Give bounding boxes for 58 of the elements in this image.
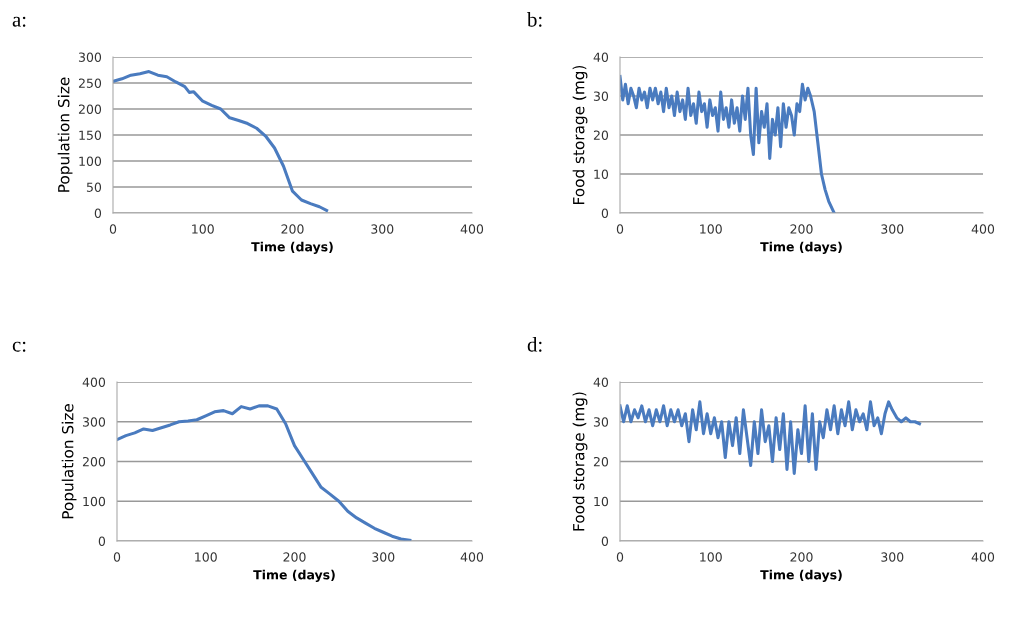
x-tick-label: 100 (700, 224, 722, 234)
y-tick-label: 400 (82, 377, 106, 387)
y-axis-title: Population Size (61, 404, 77, 519)
y-tick-label: 20 (593, 456, 609, 467)
x-tick-label: 200 (283, 552, 306, 562)
y-tick-label: 100 (79, 156, 102, 166)
chart-title: a: (12, 16, 26, 27)
x-tick-label: 400 (460, 552, 484, 562)
y-tick-label: 0 (98, 536, 106, 546)
y-tick-label: 30 (593, 91, 609, 101)
y-tick-label: 0 (601, 536, 609, 546)
x-tick-label: 200 (281, 224, 304, 234)
x-tick-label: 100 (192, 224, 214, 234)
y-tick-label: 200 (82, 456, 106, 467)
y-tick-label: 10 (594, 496, 609, 507)
line-series (620, 400, 922, 475)
y-tick-label: 250 (78, 78, 102, 88)
line-series (620, 74, 836, 213)
y-tick-label: 0 (94, 208, 102, 218)
x-tick-label: 200 (790, 552, 813, 562)
x-axis-title: Time (days) (760, 569, 842, 582)
y-axis-title: Food storage (mg) (572, 392, 588, 531)
y-axis-title: Population Size (57, 77, 73, 192)
x-tick-label: 400 (460, 224, 484, 234)
y-tick-label: 40 (593, 377, 609, 387)
y-tick-label: 40 (593, 52, 609, 62)
chart-title: d: (527, 336, 542, 352)
x-tick-label: 200 (790, 224, 813, 234)
x-axis-title: Time (days) (253, 569, 335, 582)
y-tick-label: 300 (78, 52, 102, 62)
line-series (113, 70, 329, 212)
y-tick-label: 0 (601, 208, 609, 218)
x-axis-title: Time (days) (251, 241, 333, 254)
x-tick-label: 0 (616, 552, 624, 562)
x-tick-label: 300 (881, 224, 904, 234)
x-tick-label: 100 (195, 552, 217, 562)
y-axis-title: Food storage (mg) (572, 65, 588, 204)
y-tick-label: 300 (82, 417, 106, 427)
y-tick-label: 30 (593, 417, 609, 427)
y-tick-label: 50 (86, 182, 102, 192)
x-axis-title: Time (days) (760, 241, 842, 254)
x-tick-label: 0 (113, 552, 121, 562)
x-tick-label: 300 (371, 224, 394, 234)
x-tick-label: 300 (372, 552, 395, 562)
y-tick-label: 10 (594, 169, 609, 179)
line-series (117, 404, 412, 541)
y-tick-label: 100 (83, 496, 106, 507)
x-tick-label: 0 (109, 224, 117, 234)
x-tick-label: 400 (971, 552, 995, 562)
y-tick-label: 20 (593, 130, 609, 140)
chart-title: c: (12, 341, 26, 352)
x-tick-label: 400 (971, 224, 995, 234)
x-tick-label: 300 (881, 552, 904, 562)
y-tick-label: 150 (79, 130, 102, 140)
y-tick-label: 200 (78, 104, 102, 114)
chart-title: b: (527, 11, 542, 27)
x-tick-label: 0 (616, 224, 624, 234)
x-tick-label: 100 (700, 552, 722, 562)
